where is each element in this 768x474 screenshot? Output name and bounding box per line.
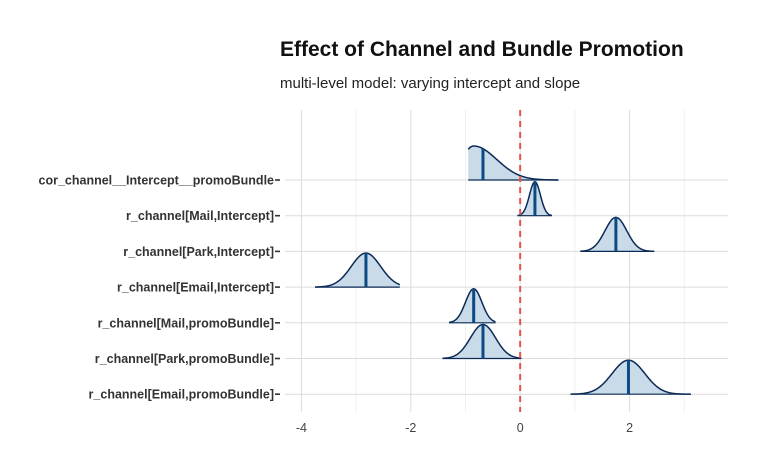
chart-title: Effect of Channel and Bundle Promotion [280, 38, 684, 61]
chart-subtitle: multi-level model: varying intercept and… [280, 75, 580, 92]
density-outline [570, 359, 691, 395]
y-axis-label: r_channel[Email,promoBundle] [89, 388, 274, 402]
x-axis-ticks: -4 -2 0 2 [296, 421, 633, 435]
x-tick-label: -4 [296, 421, 307, 435]
y-axis-labels: cor_channel__Intercept__promoBundle r_cha… [39, 174, 280, 402]
density-outline [315, 252, 401, 288]
x-tick-label: 0 [517, 421, 524, 435]
y-axis-label: cor_channel__Intercept__promoBundle [39, 174, 275, 188]
y-axis-label: r_channel[Email,Intercept] [117, 281, 274, 295]
x-tick-label: 2 [626, 421, 633, 435]
x-tick-label: -2 [405, 421, 416, 435]
y-axis-label: r_channel[Mail,promoBundle] [98, 316, 274, 330]
y-axis-label: r_channel[Mail,Intercept] [126, 209, 274, 223]
y-axis-label: r_channel[Park,promoBundle] [95, 352, 274, 366]
y-axis-label: r_channel[Park,Intercept] [123, 245, 274, 259]
density-area [570, 360, 691, 395]
grid [285, 110, 728, 412]
density-layer [315, 145, 691, 395]
density-area [315, 253, 400, 288]
